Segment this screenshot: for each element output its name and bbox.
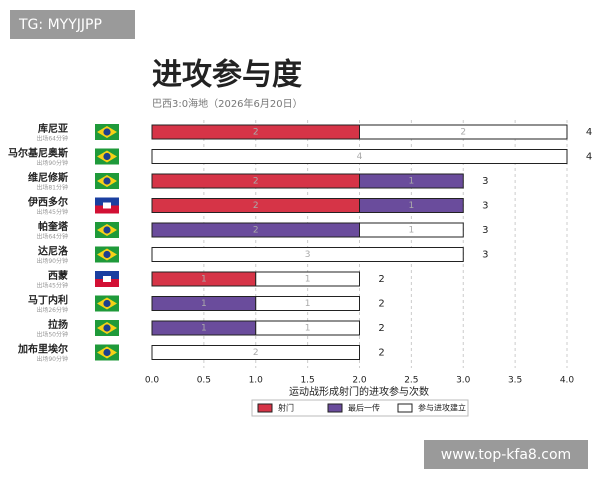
flag bbox=[103, 299, 111, 308]
flag bbox=[103, 324, 111, 332]
segment-label: 2 bbox=[460, 128, 466, 138]
y-tick-label: 马尔基尼奥斯 bbox=[8, 147, 68, 160]
minutes-label: 出场90分钟 bbox=[36, 355, 68, 363]
segment-label: 1 bbox=[305, 324, 311, 334]
segment-label: 1 bbox=[409, 201, 415, 211]
flag bbox=[103, 250, 111, 259]
y-tick-label: 伊西多尔 bbox=[27, 196, 68, 209]
watermark-box bbox=[10, 10, 135, 39]
x-tick-label: 2.0 bbox=[352, 376, 367, 386]
chart-subtitle: 巴西3:0海地（2026年6月20日） bbox=[152, 97, 303, 110]
minutes-label: 出场45分钟 bbox=[36, 282, 68, 290]
minutes-label: 出场64分钟 bbox=[36, 233, 68, 241]
y-tick-label: 帕奎塔 bbox=[38, 220, 69, 233]
flag bbox=[103, 226, 111, 234]
minutes-label: 出场64分钟 bbox=[36, 135, 68, 143]
flag bbox=[103, 152, 111, 161]
flag bbox=[103, 348, 111, 357]
total-label: 3 bbox=[482, 201, 488, 212]
segment-label: 1 bbox=[409, 226, 415, 236]
total-label: 2 bbox=[378, 323, 384, 334]
total-label: 3 bbox=[482, 250, 488, 261]
segment-label: 2 bbox=[253, 201, 259, 211]
segment-label: 4 bbox=[357, 152, 363, 162]
legend-label: 最后一传 bbox=[348, 403, 380, 413]
y-tick-label: 库尼亚 bbox=[38, 122, 68, 135]
bar-segment bbox=[359, 124, 568, 140]
minutes-label: 出场45分钟 bbox=[36, 208, 68, 216]
segment-label: 2 bbox=[253, 226, 259, 236]
segment-label: 1 bbox=[201, 324, 207, 334]
segment-label: 2 bbox=[253, 177, 259, 187]
legend-label: 参与进攻建立 bbox=[418, 403, 466, 413]
x-tick-label: 4.0 bbox=[560, 376, 575, 386]
bar-segment bbox=[255, 296, 360, 311]
legend-swatch bbox=[257, 403, 273, 413]
x-axis-label: 运动战形成射门的进攻参与次数 bbox=[289, 385, 429, 398]
flag bbox=[103, 128, 111, 136]
watermark: TG: MYYJJPP bbox=[18, 17, 102, 33]
bar-segment bbox=[151, 247, 464, 262]
x-tick-label: 0.0 bbox=[145, 376, 160, 386]
segment-label: 1 bbox=[201, 275, 207, 285]
minutes-label: 出场90分钟 bbox=[36, 257, 68, 265]
y-tick-label: 维尼修斯 bbox=[28, 171, 68, 184]
x-tick-label: 1.0 bbox=[249, 376, 264, 386]
flag bbox=[95, 271, 119, 279]
flag bbox=[95, 279, 119, 287]
flag bbox=[103, 202, 111, 209]
total-label: 2 bbox=[378, 348, 384, 359]
bar-segment bbox=[359, 173, 464, 189]
minutes-label: 出场26分钟 bbox=[36, 306, 68, 314]
chart-title: 进攻参与度 bbox=[152, 58, 302, 93]
minutes-label: 出场50分钟 bbox=[36, 331, 68, 339]
y-tick-label: 拉扬 bbox=[48, 318, 68, 331]
legend-label: 射门 bbox=[278, 403, 294, 413]
total-label: 4 bbox=[586, 127, 592, 138]
legend-swatch bbox=[327, 403, 343, 413]
minutes-label: 出场81分钟 bbox=[36, 184, 68, 192]
flag bbox=[95, 197, 119, 206]
segment-label: 1 bbox=[409, 177, 415, 187]
segment-label: 3 bbox=[305, 250, 311, 260]
bar-segment bbox=[151, 149, 568, 164]
bar-segment bbox=[359, 222, 464, 238]
segment-label: 1 bbox=[201, 299, 207, 309]
flag bbox=[103, 276, 111, 282]
segment-label: 2 bbox=[253, 128, 259, 138]
total-label: 3 bbox=[482, 225, 488, 236]
y-tick-label: 加布里埃尔 bbox=[17, 343, 68, 356]
legend bbox=[251, 399, 469, 417]
x-tick-label: 2.5 bbox=[404, 376, 418, 386]
y-tick-label: 西蒙 bbox=[48, 269, 68, 282]
bar-segment bbox=[255, 320, 360, 336]
segment-label: 2 bbox=[253, 348, 259, 358]
segment-label: 1 bbox=[305, 299, 311, 309]
x-tick-label: 0.5 bbox=[197, 376, 211, 386]
watermark: www.top-kfa8.com bbox=[441, 447, 571, 463]
bar-segment bbox=[255, 271, 360, 287]
total-label: 4 bbox=[586, 152, 592, 163]
x-tick-label: 3.5 bbox=[508, 376, 522, 386]
total-label: 2 bbox=[378, 274, 384, 285]
total-label: 3 bbox=[482, 176, 488, 187]
total-label: 2 bbox=[378, 299, 384, 310]
x-tick-label: 1.5 bbox=[300, 376, 314, 386]
y-tick-label: 马丁内利 bbox=[28, 294, 68, 307]
segment-label: 1 bbox=[305, 275, 311, 285]
flag bbox=[103, 177, 111, 185]
y-tick-label: 达尼洛 bbox=[38, 245, 69, 258]
flag bbox=[95, 205, 119, 214]
minutes-label: 出场90分钟 bbox=[36, 159, 68, 167]
bar-segment bbox=[359, 198, 464, 213]
bar-segment bbox=[151, 345, 360, 360]
watermark-box bbox=[424, 440, 588, 469]
legend-swatch bbox=[397, 403, 413, 413]
x-tick-label: 3.0 bbox=[456, 376, 471, 386]
